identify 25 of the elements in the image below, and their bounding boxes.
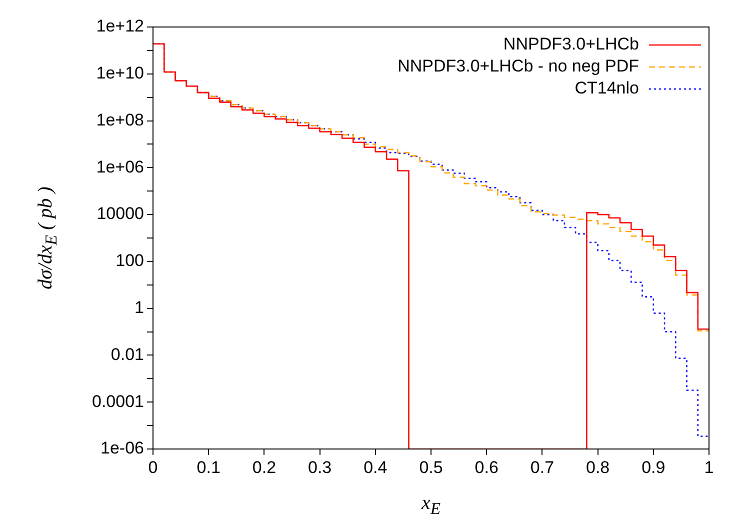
y-tick-label: 1e+12: [96, 16, 144, 36]
x-tick-label: 0.8: [586, 458, 610, 477]
y-tick-label: 1e+06: [96, 157, 144, 176]
x-tick-label: 0.9: [642, 458, 666, 477]
x-tick-label: 0.4: [364, 458, 388, 477]
legend-label: NNPDF3.0+LHCb: [503, 34, 639, 54]
y-tick-label: 10000: [96, 204, 144, 224]
x-tick-label: 0.3: [308, 458, 332, 477]
y-tick-label: 1e+10: [96, 64, 144, 83]
x-tick-label: 1: [704, 458, 714, 477]
y-tick-label: 1e-06: [100, 438, 144, 458]
x-tick-label: 0.5: [419, 458, 443, 477]
y-tick-label: 1e+08: [96, 110, 144, 130]
x-tick-label: 0.7: [530, 458, 554, 477]
x-tick-label: 0.2: [252, 458, 276, 477]
x-tick-label: 0.1: [196, 458, 220, 477]
y-tick-label: 0.01: [110, 344, 144, 364]
y-tick-label: 100: [116, 251, 144, 270]
y-tick-label: 0.0001: [92, 392, 144, 411]
x-tick-label: 0: [148, 458, 158, 477]
x-tick-label: 0.6: [474, 458, 498, 477]
y-tick-label: 1: [134, 298, 144, 318]
legend-label: CT14nlo: [574, 78, 639, 98]
x-axis-title: x$_{E}$: [420, 492, 442, 519]
legend-label: NNPDF3.0+LHCb - no neg PDF: [398, 56, 639, 76]
